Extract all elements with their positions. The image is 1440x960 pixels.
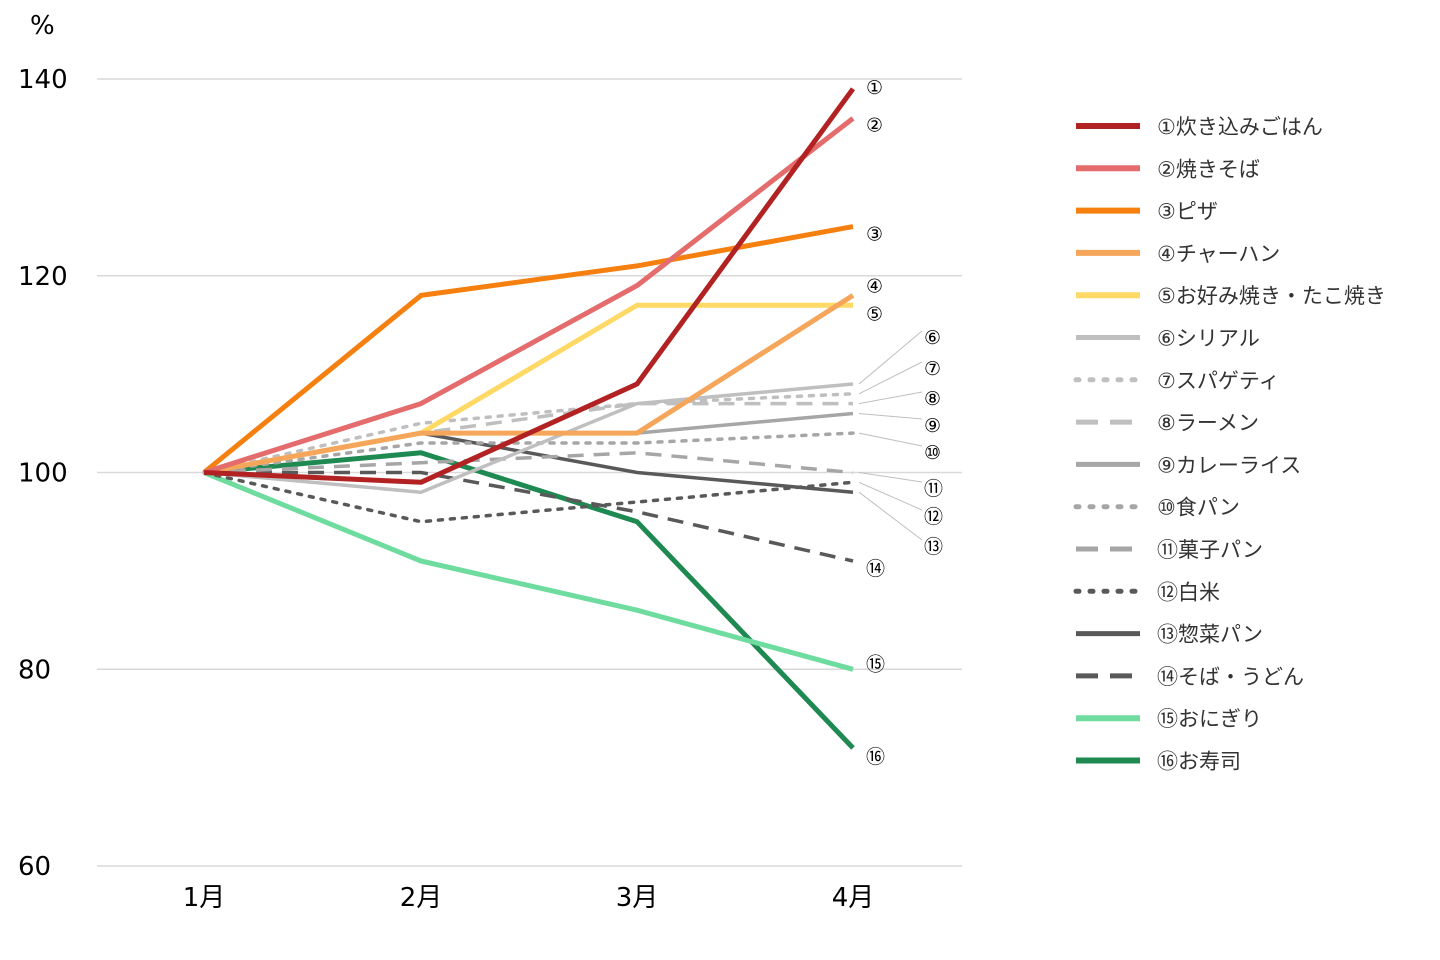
- leader-line: [858, 413, 923, 420]
- legend-label: ①炊き込みごはん: [1157, 115, 1323, 139]
- series-end-label: ①: [866, 77, 883, 99]
- series-line: [202, 224, 854, 475]
- series-end-label: ⑧: [924, 388, 941, 410]
- x-tick-label: 1月: [183, 883, 226, 913]
- series-end-label: ⑥: [924, 327, 941, 349]
- legend-label: ⑤お好み焼き・たこ焼き: [1157, 284, 1386, 308]
- legend-label: ⑩食パン: [1157, 496, 1240, 520]
- series-lines: [202, 87, 856, 750]
- series-line: [203, 382, 854, 494]
- legend-label: ⑭そば・うどん: [1157, 665, 1304, 689]
- series-end-label: ②: [866, 114, 883, 136]
- series-line: [202, 431, 855, 475]
- series-end-label: ⑦: [924, 358, 941, 380]
- label-leader-lines: [858, 330, 923, 541]
- legend: ①炊き込みごはん ②焼きそば ③ピザ ④チャーハン ⑤お好み焼き・たこ焼き ⑥シリアル ⑦ス…: [1073, 115, 1386, 774]
- series-end-label: ④: [866, 275, 883, 297]
- y-axis-ticks: 60 80 100 120 140: [18, 65, 68, 882]
- leader-line: [858, 432, 923, 447]
- legend-label: ⑬惣菜パン: [1157, 623, 1263, 647]
- y-tick-label: 100: [18, 459, 68, 489]
- legend-label: ⑧ラーメン: [1157, 411, 1259, 435]
- legend-label: ③ピザ: [1157, 200, 1218, 224]
- leader-line: [858, 472, 923, 483]
- series-end-labels: ① ② ③ ④ ⑤ ⑥ ⑦ ⑧ ⑨ ⑩ ⑪ ⑫ ⑬ ⑭ ⑮ ⑯: [866, 77, 943, 768]
- series-line: [202, 470, 855, 524]
- series-line: [203, 87, 856, 485]
- series-end-label: ⑮: [866, 653, 885, 675]
- y-tick-label: 80: [18, 655, 51, 685]
- legend-label: ⑯お寿司: [1157, 750, 1241, 774]
- y-tick-label: 120: [18, 262, 68, 292]
- x-tick-label: 4月: [832, 883, 875, 913]
- series-line: [203, 116, 855, 475]
- leader-line: [858, 491, 923, 541]
- y-tick-label: 60: [18, 852, 51, 882]
- leader-line: [858, 330, 923, 385]
- series-end-label: ⑨: [924, 415, 941, 437]
- leader-line: [858, 481, 923, 511]
- series-end-label: ⑩: [924, 442, 941, 464]
- leader-line: [858, 391, 923, 405]
- legend-label: ⑥シリアル: [1157, 327, 1260, 351]
- series-end-label: ⑯: [866, 746, 885, 768]
- x-axis-ticks: 1月 2月 3月 4月: [183, 883, 875, 913]
- series-end-label: ③: [866, 224, 883, 246]
- series-line: [203, 451, 854, 475]
- series-end-label: ⑤: [866, 303, 883, 325]
- series-end-label: ⑪: [924, 478, 943, 500]
- series-line: [203, 450, 855, 750]
- series-line: [203, 470, 854, 672]
- legend-label: ④チャーハン: [1157, 242, 1280, 266]
- x-tick-label: 2月: [400, 883, 443, 913]
- series-line: [204, 470, 854, 563]
- legend-label: ⑨カレーライス: [1157, 453, 1301, 477]
- y-axis-unit-label: %: [30, 11, 55, 41]
- x-tick-label: 3月: [616, 883, 659, 913]
- series-end-label: ⑬: [924, 536, 943, 558]
- legend-label: ②焼きそば: [1157, 157, 1260, 181]
- series-end-label: ⑭: [866, 558, 885, 580]
- leader-line: [858, 361, 923, 395]
- legend-label: ⑫白米: [1157, 580, 1220, 604]
- series-line: [202, 392, 855, 475]
- series-end-label: ⑫: [924, 506, 943, 528]
- legend-label: ⑪菓子パン: [1157, 538, 1263, 562]
- y-tick-label: 140: [18, 65, 68, 95]
- legend-label: ⑦スパゲティ: [1157, 369, 1280, 393]
- legend-label: ⑮おにぎり: [1157, 707, 1262, 731]
- series-line: [203, 293, 855, 475]
